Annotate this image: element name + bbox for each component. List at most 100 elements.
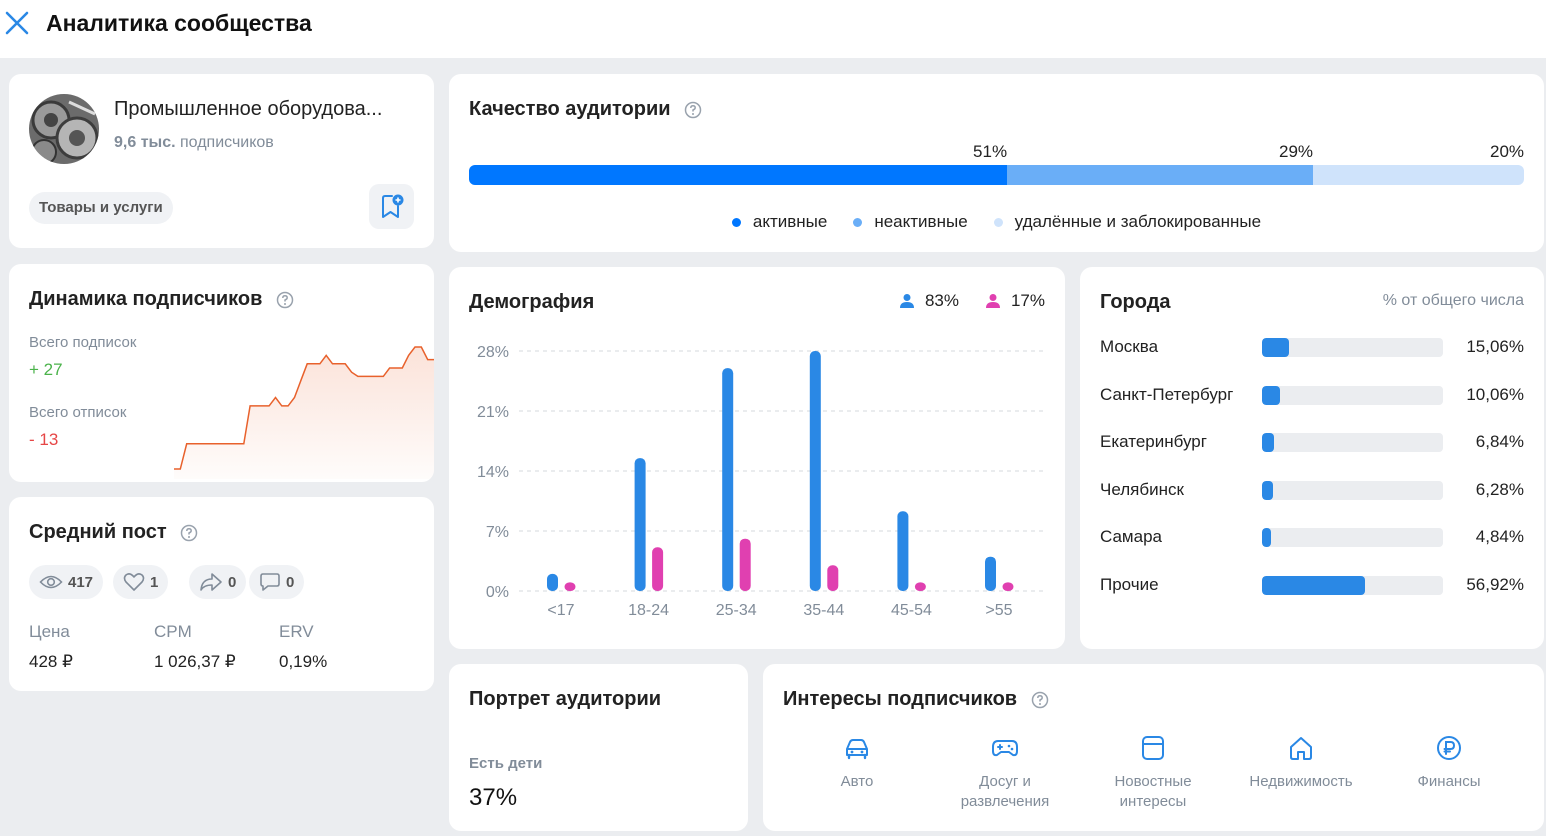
city-bar-fill (1262, 528, 1271, 547)
interest-real-estate[interactable]: Недвижимость (1231, 734, 1371, 792)
avatar[interactable] (29, 94, 99, 164)
legend-inactive: неактивные (853, 212, 968, 232)
city-name: Екатеринбург (1100, 432, 1207, 451)
bar-female[interactable] (739, 538, 751, 591)
bar-male[interactable] (722, 368, 734, 591)
city-bar (1262, 433, 1443, 452)
gamepad-icon (992, 740, 1018, 757)
community-name[interactable]: Промышленное оборудова... (114, 98, 383, 120)
bar-male[interactable] (634, 458, 646, 591)
legend-dot-deleted (993, 217, 1003, 227)
comments-value: 0 (286, 573, 295, 591)
bar-male[interactable] (547, 573, 558, 591)
price-label: Цена (29, 622, 70, 641)
help-icon[interactable] (276, 291, 294, 309)
category-chip[interactable]: Товары и услуги (29, 192, 173, 224)
close-icon[interactable] (4, 10, 30, 36)
community-avatar-icon (29, 94, 99, 164)
dynamics-area (174, 347, 434, 479)
subscriber-interests-card: Интересы подписчиков Авто Досуг и развле… (763, 664, 1544, 831)
likes-chip: 1 (113, 565, 169, 599)
dynamics-line (174, 346, 434, 470)
interest-news[interactable]: Новостные интересы (1083, 734, 1223, 812)
interests-title: Интересы подписчиков (783, 688, 1049, 711)
average-post-card: Средний пост 417 1 0 0 Цена 428 ₽ CPM 1 … (9, 497, 434, 691)
total-subs-value: + 27 (29, 360, 63, 379)
legend-active: активные (731, 212, 827, 232)
interest-finance[interactable]: Финансы (1379, 734, 1519, 792)
bar-female[interactable] (827, 565, 839, 591)
quality-bar-active (469, 165, 1008, 185)
help-icon[interactable] (180, 524, 198, 542)
avg-post-title: Средний пост (29, 521, 198, 544)
erv-value: 0,19% (279, 652, 328, 671)
legend-deleted: удалённые и заблокированные (993, 212, 1261, 232)
ruble-icon (1437, 736, 1461, 760)
interest-auto-label: Авто (840, 773, 874, 790)
x-tick-label: >55 (985, 602, 1012, 619)
bar-female[interactable] (652, 547, 664, 591)
y-tick-label: 7% (486, 524, 509, 541)
portrait-title: Портрет аудитории (469, 688, 662, 710)
city-bar-fill (1262, 385, 1281, 405)
city-percent: 6,28% (1475, 479, 1524, 499)
car-icon (846, 739, 868, 760)
city-name: Прочие (1100, 574, 1159, 594)
bar-male[interactable] (809, 351, 821, 591)
likes-value: 1 (150, 573, 159, 591)
quality-bar-deleted (1312, 165, 1524, 185)
quality-title: Качество аудитории (469, 98, 702, 121)
bar-female[interactable] (1002, 582, 1014, 591)
city-bar (1262, 575, 1443, 595)
y-tick-label: 21% (477, 404, 509, 421)
x-tick-label: 18-24 (628, 602, 669, 619)
help-icon[interactable] (684, 101, 702, 119)
audience-portrait-card: Портрет аудитории Есть дети 37% (449, 664, 748, 831)
interest-auto[interactable]: Авто (787, 734, 927, 792)
cpm-value: 1 026,37 ₽ (154, 652, 236, 671)
subscribers-dynamics-card: Динамика подписчиков Всего подписок + 27… (9, 264, 434, 482)
cpm-label: CPM (154, 622, 192, 641)
subscribers-dynamics-chart (174, 346, 434, 479)
bar-male[interactable] (985, 556, 996, 591)
city-percent: 4,84% (1475, 527, 1524, 546)
total-unsubs-value: - 13 (29, 430, 59, 449)
share-icon (200, 573, 222, 591)
interest-news-label: Новостные интересы (1114, 773, 1192, 810)
kids-value: 37% (469, 784, 518, 811)
demography-title: Демография (469, 291, 595, 313)
city-name: Челябинск (1100, 479, 1184, 499)
city-name: Санкт-Петербург (1100, 384, 1234, 404)
total-subs-label: Всего подписок (29, 334, 137, 351)
cities-subtitle: % от общего числа (1382, 292, 1524, 309)
quality-bar-inactive (1007, 165, 1313, 185)
bar-female[interactable] (914, 582, 926, 591)
city-percent: 56,92% (1466, 574, 1524, 594)
bookmark-add-button[interactable] (369, 184, 414, 229)
dynamics-title: Динамика подписчиков (29, 288, 294, 311)
city-percent: 10,06% (1466, 384, 1524, 404)
avg-post-title-text: Средний пост (29, 521, 167, 543)
help-icon[interactable] (1031, 691, 1049, 709)
kids-label: Есть дети (469, 755, 543, 772)
dynamics-title-text: Динамика подписчиков (29, 288, 263, 310)
news-icon (1142, 736, 1164, 760)
audience-quality-card: Качество аудитории 51% 29% 20% активные … (449, 74, 1544, 252)
gender-legend: 83% 17% (899, 291, 1045, 311)
interest-leisure[interactable]: Досуг и развлечения (935, 734, 1075, 812)
city-name: Москва (1100, 337, 1159, 356)
quality-bar (469, 165, 1524, 185)
y-tick-label: 0% (486, 584, 509, 601)
city-bar-fill (1262, 433, 1275, 452)
female-legend: 17% (985, 291, 1045, 311)
y-tick-label: 28% (477, 344, 509, 361)
x-tick-label: <17 (547, 602, 574, 619)
legend-dot-inactive (853, 217, 863, 227)
subscribers-label: подписчиков (179, 134, 274, 151)
bar-female[interactable] (564, 582, 576, 591)
demography-card: Демография 83% 17% 0% 7% 14% 21% 28% <17 18-24… (449, 267, 1065, 649)
cities-title: Города (1100, 291, 1171, 313)
bar-male[interactable] (897, 511, 909, 591)
quality-title-text: Качество аудитории (469, 98, 671, 120)
shares-chip: 0 (189, 565, 247, 599)
